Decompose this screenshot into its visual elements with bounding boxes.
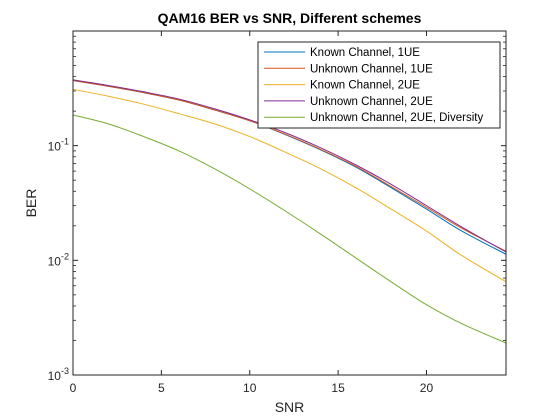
- chart-title: QAM16 BER vs SNR, Different schemes: [158, 10, 422, 26]
- series-layer: [72, 79, 507, 344]
- series-line-4: [72, 79, 507, 253]
- series-line-5: [72, 114, 507, 344]
- y-tick-label: 10-3: [48, 366, 69, 383]
- x-tick-label: 15: [331, 381, 345, 395]
- legend-item-4: Unknown Channel, 2UE: [264, 96, 433, 108]
- series-line-3: [72, 88, 507, 283]
- y-tick-label: 10-1: [48, 137, 69, 154]
- x-axis-label: SNR: [275, 399, 305, 415]
- legend-item-2: Unknown Channel, 1UE: [264, 63, 433, 75]
- legend-item-1: Known Channel, 1UE: [264, 47, 420, 59]
- x-tick-label: 20: [420, 381, 434, 395]
- legend-label: Unknown Channel, 2UE, Diversity: [310, 112, 483, 124]
- series-line-2: [72, 80, 507, 252]
- y-tick-label: 10-2: [48, 251, 69, 268]
- legend-item-5: Unknown Channel, 2UE, Diversity: [264, 112, 483, 124]
- legend-label: Unknown Channel, 1UE: [310, 63, 433, 75]
- legend-item-3: Known Channel, 2UE: [264, 80, 420, 92]
- legend: Known Channel, 1UE Unknown Channel, 1UE Kn…: [257, 41, 501, 129]
- legend-label: Unknown Channel, 2UE: [310, 96, 433, 108]
- legend-label: Known Channel, 2UE: [310, 80, 420, 92]
- x-tick-label: 0: [70, 381, 77, 395]
- x-tick-label: 10: [243, 381, 257, 395]
- legend-label: Known Channel, 1UE: [310, 47, 420, 59]
- y-axis-label: BER: [23, 189, 39, 218]
- x-tick-label: 5: [158, 381, 165, 395]
- axes-box: [72, 30, 507, 376]
